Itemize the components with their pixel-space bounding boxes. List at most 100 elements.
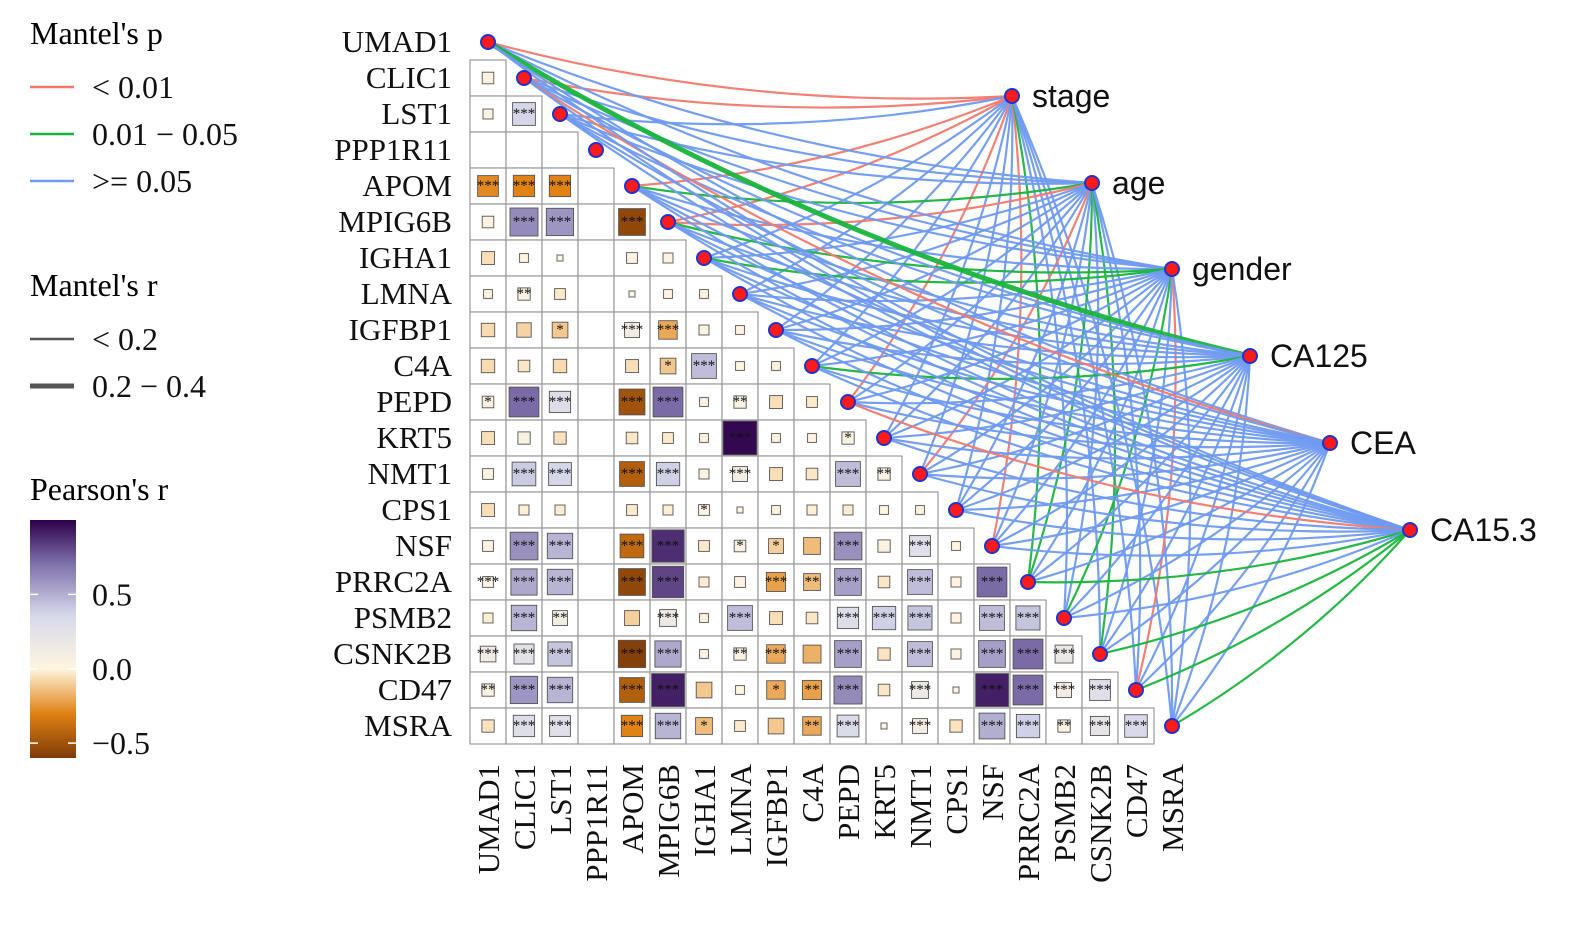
cell-square [659,609,677,627]
cell-square [769,467,783,481]
cell-igfbp1-igha1 [698,324,710,336]
grid-cell [901,671,939,709]
cell-square [624,610,640,626]
link-ca15-3-pepd [847,400,1411,532]
cell-c4a-apom [625,359,639,373]
cell-prrc2a-clic1: *** [510,568,538,596]
col-label-csnk2b: CSNK2B [1083,764,1118,883]
grid-cell [577,455,615,493]
cell-square [915,505,925,515]
cell-square [833,531,863,561]
cell-square [836,606,860,630]
link-age-psmb2 [1062,182,1100,619]
row-label-lmna: LMNA [361,276,453,311]
cell-csnk2b-pepd: *** [834,640,862,668]
cell-igha1-apom [626,252,638,264]
legend-p-label: < 0.01 [92,69,174,105]
cell-nmt1-lmna: *** [729,466,752,482]
cell-msra-cps1 [949,719,963,733]
row-label-prrc2a: PRRC2A [335,564,453,599]
cell-significance: *** [1017,718,1040,734]
cell-square [765,571,786,592]
env-label-stage: stage [1032,78,1110,114]
gene-node-cps1 [948,502,964,518]
grid-cell [577,563,615,601]
cell-square [625,431,639,445]
cell-square [771,505,781,515]
link-ca125-umad1 [486,39,1251,359]
cell-psmb2-nmt1: *** [907,605,933,631]
env-label-gender: gender [1192,251,1292,287]
cell-significance: *** [513,646,536,662]
cell-square [480,322,496,338]
cell-krt5-igfbp1 [771,433,781,443]
cell-significance: *** [657,610,680,626]
link-ca15-3-nsf [991,528,1411,557]
cell-significance: *** [621,646,644,662]
cell-square [950,648,962,660]
cell-square [512,714,536,738]
link-ca125-lmna [739,292,1251,359]
cell-cd47-igha1 [695,681,713,699]
cell-square [651,673,685,707]
cell-square [618,568,646,596]
link-ca15-3-krt5 [883,436,1411,532]
grid-cell [577,239,615,277]
cell-significance: ** [805,574,820,590]
gene-node-igfbp1 [768,322,784,338]
cell-significance: *** [1017,646,1040,662]
cell-significance: *** [765,574,788,590]
cell-square [1056,682,1072,698]
link-ca15-3-prrc2a [1027,528,1411,584]
cell-igfbp1-lst1: * [551,321,569,339]
cell-igha1-clic1 [519,253,529,263]
cell-cps1-clic1 [518,504,530,516]
cell-pepd-c4a [806,396,818,408]
cell-square [513,643,535,665]
link-cea-lst1 [559,113,1331,445]
gene-node-c4a [804,358,820,374]
cell-square [733,395,747,409]
cell-psmb2-cps1 [950,612,962,624]
cell-square [735,325,745,335]
cell-significance: *** [621,538,644,554]
cell-igha1-umad1 [481,251,495,265]
cell-krt5-umad1 [481,431,495,445]
cell-square [512,102,536,126]
cell-square [802,716,822,736]
link-gender-csnk2b [1098,268,1174,655]
link-gender-umad1 [487,41,1173,271]
row-label-nmt1: NMT1 [368,456,452,491]
link-stage-igha1 [703,95,1013,260]
cell-square [658,320,678,340]
cell-c4a-igfbp1 [771,361,781,371]
cell-square [554,504,566,516]
cell-significance: ** [805,682,820,698]
cell-square [769,395,783,409]
link-ca15-3-psmb2 [1063,528,1411,620]
link-age-umad1 [487,40,1093,185]
cell-significance: *** [837,646,860,662]
row-label-csnk2b: CSNK2B [333,636,452,671]
row-label-igfbp1: IGFBP1 [349,312,452,347]
legend-p-label: 0.01 − 0.05 [92,116,238,152]
row-label-nsf: NSF [395,528,452,563]
cell-significance: *** [1017,682,1040,698]
grid-cell [577,419,615,457]
cell-significance: *** [981,574,1004,590]
col-label-pepd: PEPD [831,764,866,840]
grid-cell [577,599,615,637]
gene-node-krt5 [876,430,892,446]
cell-square [620,714,644,738]
cell-krt5-pepd: * [841,430,855,446]
link-ca125-mpig6b [667,220,1251,358]
cell-mpig6b-apom: *** [618,208,646,236]
gene-node-csnk2b [1092,646,1108,662]
cell-square [551,321,569,339]
cell-csnk2b-cps1 [950,648,962,660]
cell-square [1124,714,1148,738]
cell-significance: *** [513,718,536,734]
cell-cd47-nmt1: *** [909,681,931,699]
cell-square [877,539,891,553]
